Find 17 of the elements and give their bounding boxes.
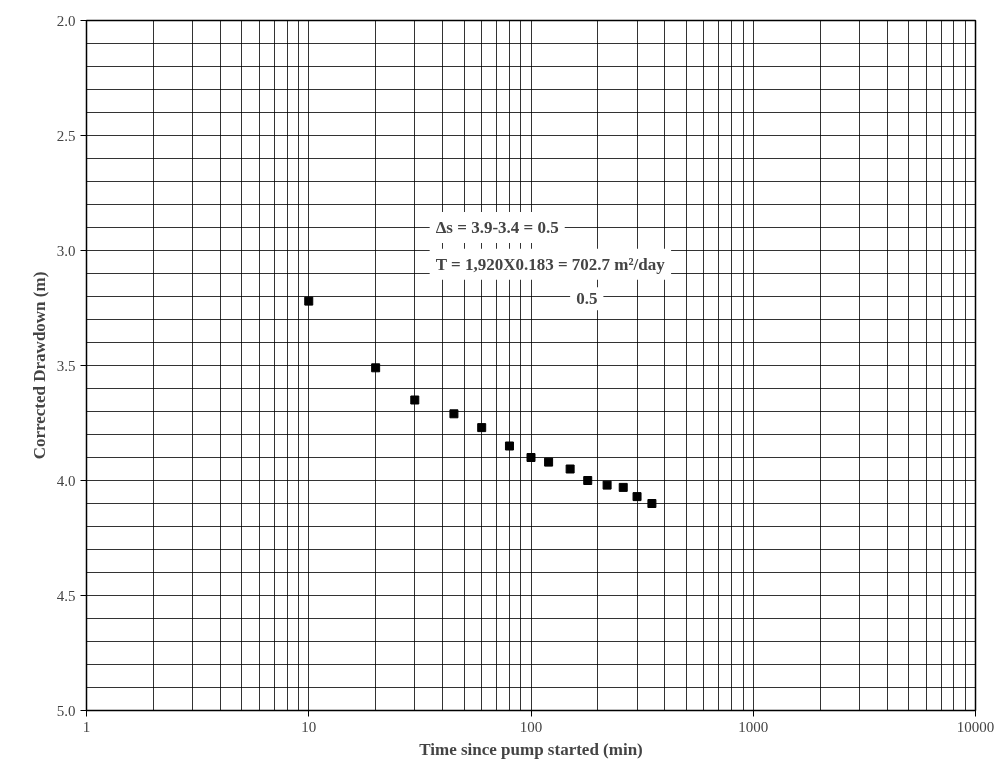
- annotation: T = 1,920X0.183 = 702.7 m²/day: [435, 254, 666, 274]
- x-tick-label: 10000: [956, 718, 995, 735]
- y-tick-label: 4.5: [56, 587, 76, 604]
- x-tick-label: 10: [301, 718, 317, 735]
- y-tick-label: 5.0: [56, 702, 76, 719]
- annotation: 0.5: [576, 289, 598, 309]
- y-tick-label: 2.5: [56, 127, 76, 144]
- x-tick-label: 1000: [738, 718, 769, 735]
- y-tick-label: 2.0: [56, 12, 76, 29]
- annotation: Δs = 3.9-3.4 = 0.5: [435, 218, 559, 237]
- x-tick-label: 1: [82, 718, 91, 735]
- x-axis-title: Time since pump started (min): [419, 739, 643, 759]
- x-tick-label: 100: [519, 718, 543, 735]
- y-tick-label: 3.0: [56, 242, 76, 259]
- y-axis-title: Corrected Drawdown (m): [29, 271, 49, 460]
- y-tick-label: 4.0: [56, 472, 76, 489]
- y-tick-label: 3.5: [56, 357, 76, 374]
